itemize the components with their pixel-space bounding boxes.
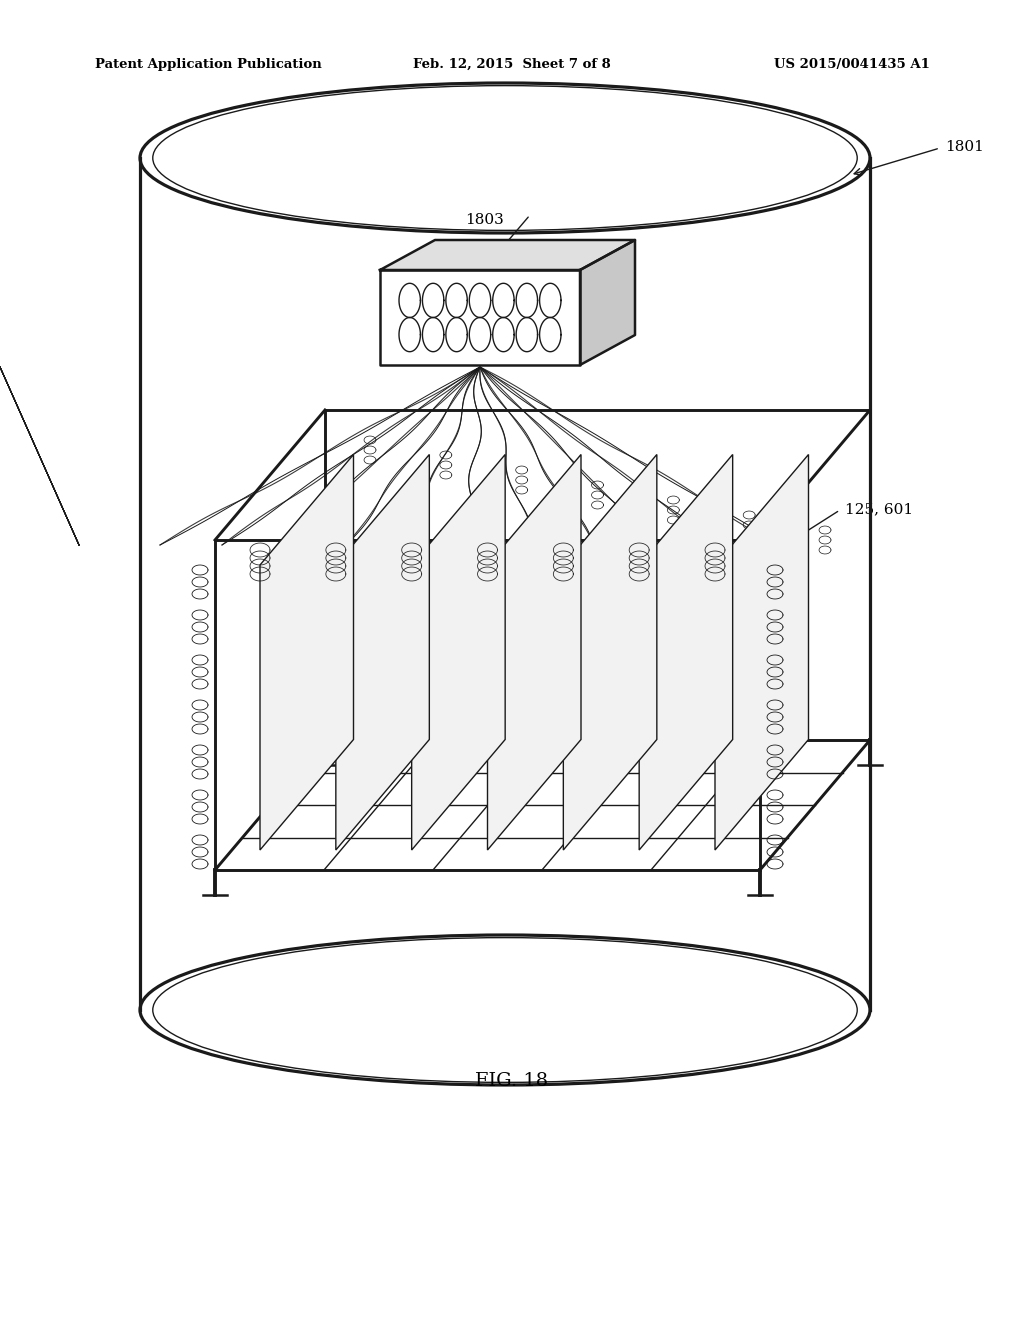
Polygon shape [336,454,429,850]
Text: 1803: 1803 [465,213,504,227]
Polygon shape [639,454,732,850]
Polygon shape [380,240,635,271]
Polygon shape [412,454,505,850]
Text: FIG. 18: FIG. 18 [475,1072,549,1090]
Text: Patent Application Publication: Patent Application Publication [95,58,322,71]
Polygon shape [380,271,580,366]
Polygon shape [580,240,635,366]
Polygon shape [487,454,581,850]
Text: 1801: 1801 [945,140,984,154]
Polygon shape [715,454,809,850]
Text: US 2015/0041435 A1: US 2015/0041435 A1 [774,58,930,71]
Polygon shape [563,454,656,850]
Text: 125, 601: 125, 601 [845,502,913,516]
Polygon shape [260,454,353,850]
Text: Feb. 12, 2015  Sheet 7 of 8: Feb. 12, 2015 Sheet 7 of 8 [413,58,611,71]
